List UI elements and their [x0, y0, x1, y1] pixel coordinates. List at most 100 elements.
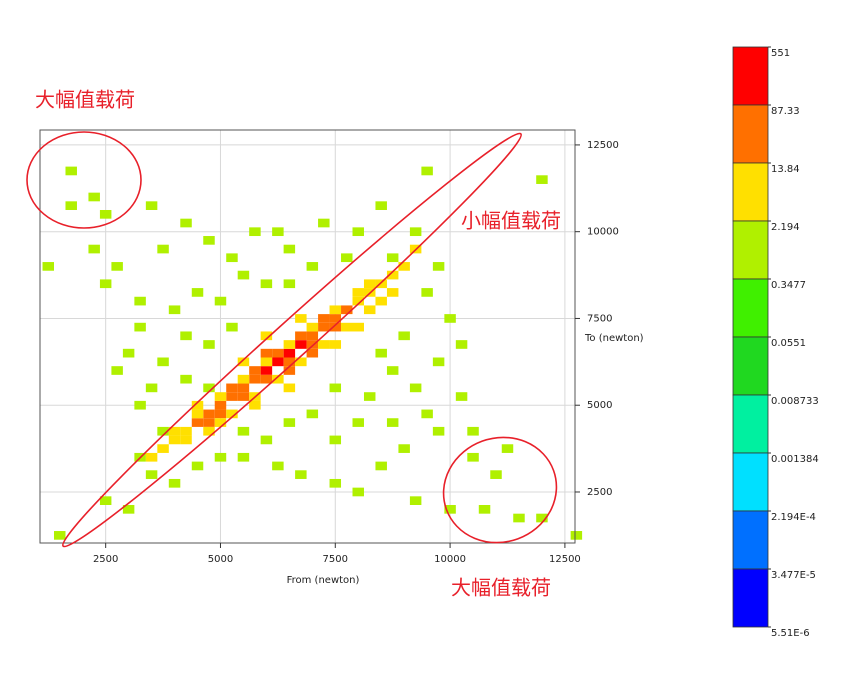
heatmap-cell [352, 227, 364, 237]
heatmap-cell [283, 348, 296, 358]
heatmap-cell [42, 262, 55, 271]
heatmap-cell [398, 262, 410, 271]
colorbar-band [732, 510, 769, 570]
heatmap-cell [272, 374, 284, 384]
heatmap-cell [214, 296, 227, 306]
heatmap-cell [421, 288, 433, 297]
y-tick-label: 10000 [587, 227, 619, 238]
plot-frame [39, 129, 576, 544]
heatmap-cell [536, 513, 548, 523]
colorbar-band [732, 46, 769, 106]
heatmap-cell [363, 305, 376, 315]
heatmap-cell [329, 340, 342, 349]
heatmap-cell [260, 435, 273, 445]
x-axis-label: From (newton) [287, 575, 360, 586]
heatmap-cell [513, 513, 525, 523]
heatmap-cell [329, 383, 342, 393]
heatmap-cell [409, 227, 422, 237]
heatmap-cell [203, 418, 215, 427]
y-tick-label: 7500 [587, 313, 612, 324]
heatmap-cell [157, 244, 169, 254]
heatmap-cell [237, 357, 250, 367]
colorbar-tick-label: 2.194E-4 [771, 512, 816, 523]
heatmap-cell [341, 322, 353, 332]
heatmap-cell [375, 461, 387, 471]
heatmap-cell [352, 296, 364, 306]
heatmap-cell [203, 426, 215, 436]
heatmap-cell [191, 400, 204, 410]
heatmap-cell [249, 400, 261, 410]
heatmap-cell [329, 305, 342, 315]
colorbar-tick-label: 13.84 [771, 164, 800, 175]
colorbar-band [732, 336, 769, 396]
x-tick-label: 5000 [208, 554, 233, 565]
colorbar-tick-label: 0.3477 [771, 280, 806, 291]
heatmap-cell [214, 452, 227, 462]
heatmap-cell [88, 192, 100, 202]
heatmap-cell [226, 383, 238, 393]
heatmap-cell [363, 279, 376, 289]
heatmap-cell [226, 253, 238, 263]
heatmap-cell [191, 461, 204, 471]
heatmap-cell [237, 426, 250, 436]
colorbar: 551 87.33 13.84 2.194 0.3477 0.0551 0.008733 0.… [732, 46, 819, 639]
heatmap-cell [341, 253, 353, 263]
heatmap-cell [214, 418, 227, 427]
heatmap-cell [283, 383, 296, 393]
heatmap-cell [54, 531, 66, 540]
heatmap-cell [88, 244, 100, 254]
heatmap-cell [295, 470, 307, 479]
heatmap-cell [306, 340, 319, 349]
heatmap-cell [352, 418, 364, 427]
heatmap-cell [237, 383, 250, 393]
heatmap-cell [157, 444, 169, 453]
colorbar-band [732, 104, 769, 164]
heatmap-cell [536, 175, 548, 184]
heatmap-cell [214, 392, 227, 401]
heatmap-cell [409, 496, 422, 505]
heatmap-cell [237, 270, 250, 280]
colorbar-band [732, 452, 769, 512]
heatmap-cell [444, 314, 456, 323]
heatmap-cell [145, 383, 158, 393]
heatmap-cell [432, 262, 445, 271]
heatmap-cell [341, 305, 353, 315]
x-tick-label: 10000 [434, 554, 466, 565]
colorbar-band [732, 278, 769, 338]
heatmap-cell [203, 340, 215, 349]
colorbar-band [732, 220, 769, 280]
heatmap-cell [145, 201, 158, 210]
heatmap-cell [180, 426, 192, 436]
x-tick-label: 2500 [93, 554, 118, 565]
annotation: 小幅值载荷 [461, 209, 561, 233]
heatmap-cell [306, 348, 319, 358]
heatmap-cell [352, 322, 364, 332]
heatmap-cell [467, 452, 479, 462]
heatmap-cell [168, 478, 181, 488]
heatmap-cell [398, 331, 410, 341]
heatmap-cell [467, 426, 479, 436]
heatmap-cell [145, 470, 158, 479]
annotation: 大幅值载荷 [35, 88, 135, 112]
colorbar-tick-label: 0.0551 [771, 338, 806, 349]
heatmap-cell [386, 418, 399, 427]
heatmap-cell [237, 452, 250, 462]
heatmap-cell [352, 487, 364, 497]
heatmap-cell [386, 366, 399, 375]
heatmap-cell [501, 444, 514, 453]
heatmap-cell [455, 392, 468, 401]
colorbar-tick-label: 87.33 [771, 106, 800, 117]
heatmap-cell [203, 409, 215, 419]
heatmap-cell [570, 531, 583, 540]
heatmap-cell [318, 322, 330, 332]
y-tick-label: 2500 [587, 487, 612, 498]
heatmap-cell [432, 357, 445, 367]
x-tick-label: 12500 [549, 554, 581, 565]
y-tick-label: 12500 [587, 140, 619, 151]
heatmap-cell [318, 340, 330, 349]
heatmap-cell [180, 331, 192, 341]
heatmap-cell [111, 262, 123, 271]
heatmap-cell [295, 314, 307, 323]
heatmap-cell [375, 201, 387, 210]
heatmap-cell [226, 392, 238, 401]
